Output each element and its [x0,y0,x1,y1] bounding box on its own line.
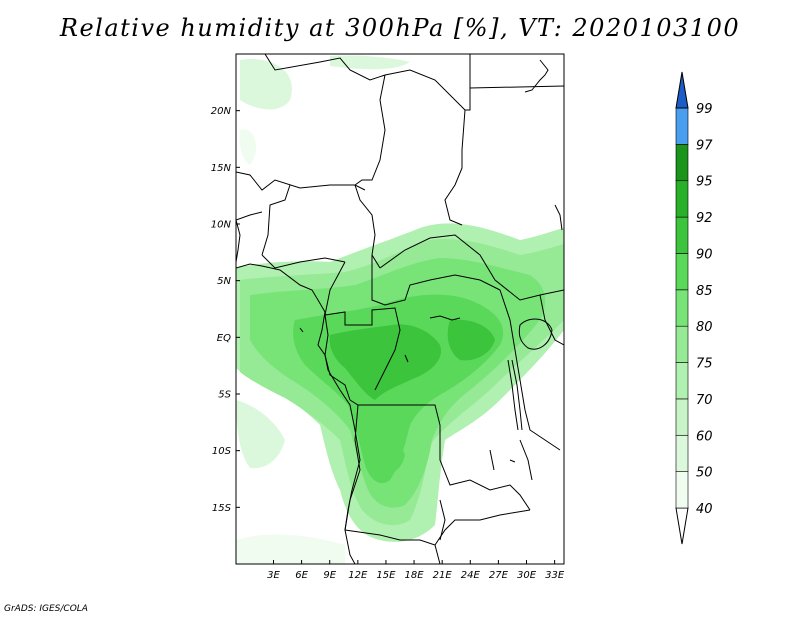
lon-tick-label: 30E [517,570,537,581]
lat-tick-label: 15N [211,163,232,174]
colorbar-label: 92 [696,211,713,226]
colorbar-label: 60 [696,429,713,444]
lat-tick-label: 10N [211,220,232,231]
map-frame [235,53,565,565]
colorbar-segment [675,362,689,400]
colorbar-label: 99 [696,102,713,117]
colorbar-segment [675,107,689,145]
colorbar-label: 80 [696,320,713,335]
colorbar-label: 40 [696,502,713,517]
lat-tick-label: 20N [211,106,232,117]
colorbar-label: 75 [696,357,713,372]
lon-tick-label: 12E [348,570,368,581]
colorbar-segment [675,289,689,327]
lon-tick-label: 9E [323,570,336,581]
lat-tick-label: 5N [217,276,231,287]
colorbar-segment [675,216,689,254]
colorbar-segment [675,398,689,436]
colorbar-segment [675,253,689,291]
coastline [236,59,563,564]
colorbar: 40 50 60 70 75 80 85 90 92 95 97 99 [675,71,713,545]
colorbar-segment [675,180,689,218]
lakes [299,315,553,481]
colorbar-segment [675,434,689,472]
lat-tick-label: 15S [212,503,232,514]
lon-tick-label: 15E [376,570,396,581]
colorbar-label: 97 [696,138,713,153]
colorbar-label: 70 [696,393,713,408]
lat-tick-label: EQ [217,333,231,344]
map-title: Relative humidity at 300hPa [%], VT: 202… [59,14,741,42]
lon-tick-label: 21E [433,570,453,581]
colorbar-label: 90 [696,247,713,262]
colorbar-segment [675,144,689,182]
colorbar-top-arrow [675,71,689,109]
axis-ticks: 20N 15N 10N 5N EQ 5S 10S 15S 3E 6E 9E 12E 15E 18E 21E 2… [211,106,565,581]
colorbar-label: 85 [696,284,713,299]
colorbar-label: 95 [696,175,713,190]
colorbar-segment [675,471,689,509]
lon-tick-label: 3E [267,570,280,581]
colorbar-segment [675,325,689,363]
lon-tick-label: 24E [461,570,481,581]
lon-tick-label: 6E [295,570,308,581]
lon-tick-label: 33E [545,570,565,581]
lat-tick-label: 5S [218,390,231,401]
colorbar-bottom-arrow [675,507,689,545]
grads-credit: GrADS: IGES/COLA [4,604,88,614]
humidity-field [236,54,564,564]
lon-tick-label: 27E [489,570,509,581]
colorbar-label: 50 [696,466,713,481]
lon-tick-label: 18E [405,570,425,581]
lat-tick-label: 10S [212,446,232,457]
